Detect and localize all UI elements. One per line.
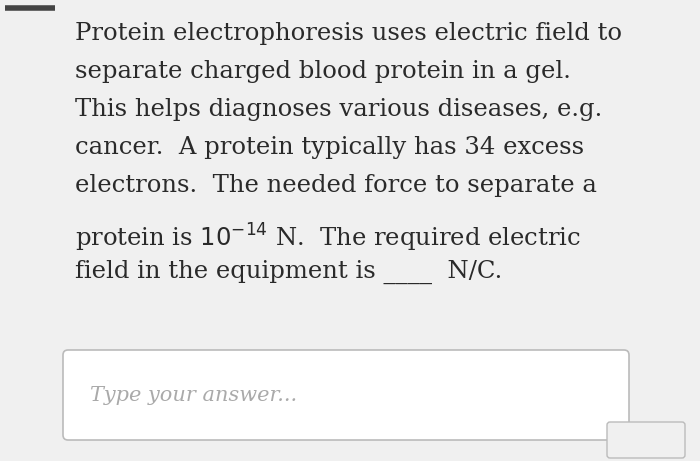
Text: Protein electrophoresis uses electric field to: Protein electrophoresis uses electric fi…	[75, 22, 622, 45]
Text: This helps diagnoses various diseases, e.g.: This helps diagnoses various diseases, e…	[75, 98, 602, 121]
Text: field in the equipment is ____  N/C.: field in the equipment is ____ N/C.	[75, 260, 503, 284]
Text: cancer.  A protein typically has 34 excess: cancer. A protein typically has 34 exces…	[75, 136, 584, 159]
Text: protein is $10^{-14}$ N.  The required electric: protein is $10^{-14}$ N. The required el…	[75, 222, 581, 254]
Text: electrons.  The needed force to separate a: electrons. The needed force to separate …	[75, 174, 597, 197]
FancyBboxPatch shape	[63, 350, 629, 440]
Text: separate charged blood protein in a gel.: separate charged blood protein in a gel.	[75, 60, 571, 83]
FancyBboxPatch shape	[607, 422, 685, 458]
Text: Type your answer...: Type your answer...	[90, 385, 297, 404]
